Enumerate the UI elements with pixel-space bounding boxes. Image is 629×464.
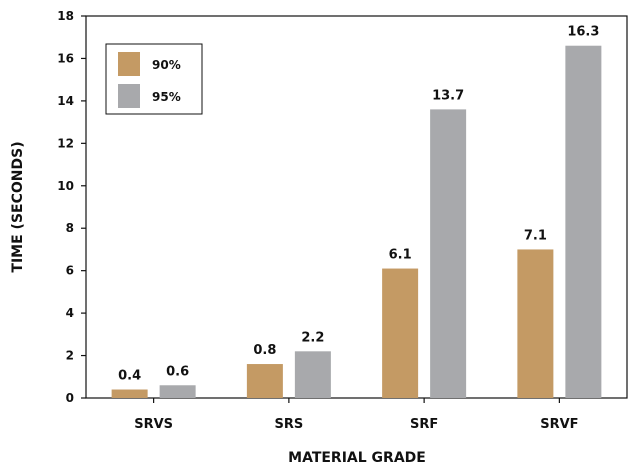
axes: 0 2 4 6 8 10 12 14 16 18 SRVS SRS SRF SRVF [57, 9, 628, 432]
bar-90pct-srvf [517, 249, 554, 398]
bar-95pct-srvf [565, 45, 602, 398]
y-tick-label: 4 [66, 306, 74, 320]
x-tick-label: SRVS [134, 417, 173, 432]
data-label: 2.2 [301, 330, 324, 345]
y-tick-label: 14 [57, 94, 74, 108]
x-tick-label: SRS [275, 417, 304, 432]
y-tick-label: 2 [66, 349, 74, 363]
x-tick-label: SRVF [540, 417, 578, 432]
y-tick-label: 0 [66, 391, 74, 405]
y-tick-label: 12 [57, 136, 74, 150]
legend-label-95: 95% [152, 90, 181, 104]
data-labels: 0.4 0.6 0.8 2.2 6.1 13.7 7.1 16.3 [118, 25, 599, 384]
legend: 90% 95% [105, 43, 203, 115]
bar-90pct-srvs [111, 389, 148, 398]
bar-95pct-srf [430, 109, 467, 398]
y-tick-label: 8 [66, 221, 74, 235]
legend-swatch-90 [118, 52, 140, 76]
y-tick-label: 18 [57, 9, 74, 23]
y-tick-label: 10 [57, 179, 74, 193]
data-label: 16.3 [567, 25, 599, 40]
bar-90pct-srf [382, 268, 419, 398]
legend-label-90: 90% [152, 58, 181, 72]
x-axis-title: MATERIAL GRADE [288, 450, 426, 464]
data-label: 6.1 [389, 248, 412, 263]
plot-frame [85, 15, 628, 399]
data-label: 0.8 [253, 343, 276, 358]
data-label: 0.6 [166, 364, 189, 379]
bars [111, 45, 602, 398]
legend-swatch-95 [118, 84, 140, 108]
bar-90pct-srs [246, 364, 283, 398]
y-tick-label: 16 [57, 51, 74, 65]
data-label: 0.4 [118, 369, 141, 384]
bar-95pct-srvs [159, 385, 196, 398]
data-label: 7.1 [524, 228, 547, 243]
data-label: 13.7 [432, 88, 464, 103]
y-axis-title: TIME (SECONDS) [10, 141, 26, 272]
y-tick-label: 6 [66, 264, 74, 278]
bar-95pct-srs [294, 351, 331, 398]
x-tick-label: SRF [410, 417, 438, 432]
